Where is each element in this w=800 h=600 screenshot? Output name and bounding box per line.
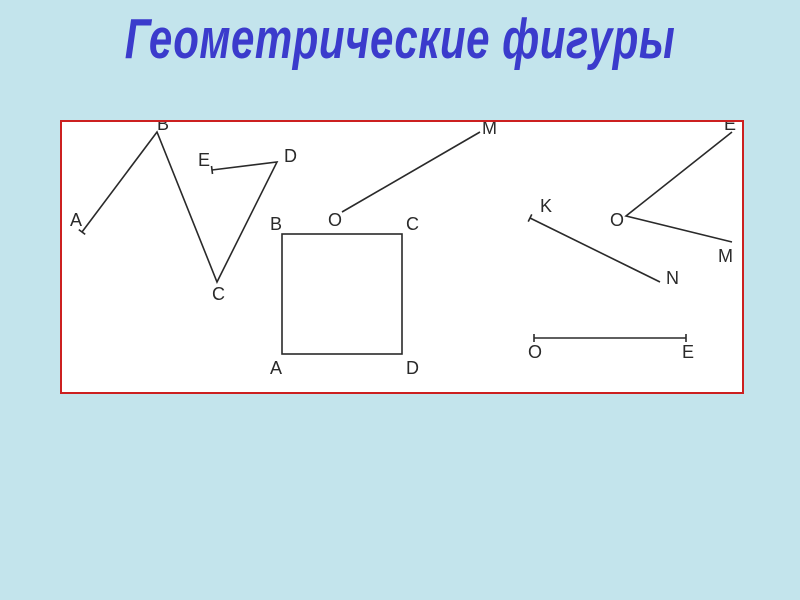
shape-label: A (70, 210, 82, 230)
shape-label: C (406, 214, 419, 234)
shape-label: C (212, 284, 225, 304)
shape-label: B (157, 122, 169, 134)
shape-label: D (406, 358, 419, 378)
shape-label: E (682, 342, 694, 362)
shape-label: O (610, 210, 624, 230)
shape-label: N (666, 268, 679, 288)
geometry-diagram: A B C D E B C A D O M K N E O M O E (62, 122, 742, 392)
shape-label: M (718, 246, 733, 266)
shape-label: D (284, 146, 297, 166)
shape-label: O (328, 210, 342, 230)
shape-label: A (270, 358, 282, 378)
shape-label: E (198, 150, 210, 170)
slide-title: Геометрические фигуры (0, 7, 800, 72)
slide-root: Геометрические фигуры A B C D E B C A D O M K N E O M O E (0, 0, 800, 600)
shape-label: K (540, 196, 552, 216)
diagram-panel: A B C D E B C A D O M K N E O M O E (60, 120, 744, 394)
shape-label: M (482, 122, 497, 138)
shape-label: B (270, 214, 282, 234)
shape-label: O (528, 342, 542, 362)
shape-label: E (724, 122, 736, 134)
